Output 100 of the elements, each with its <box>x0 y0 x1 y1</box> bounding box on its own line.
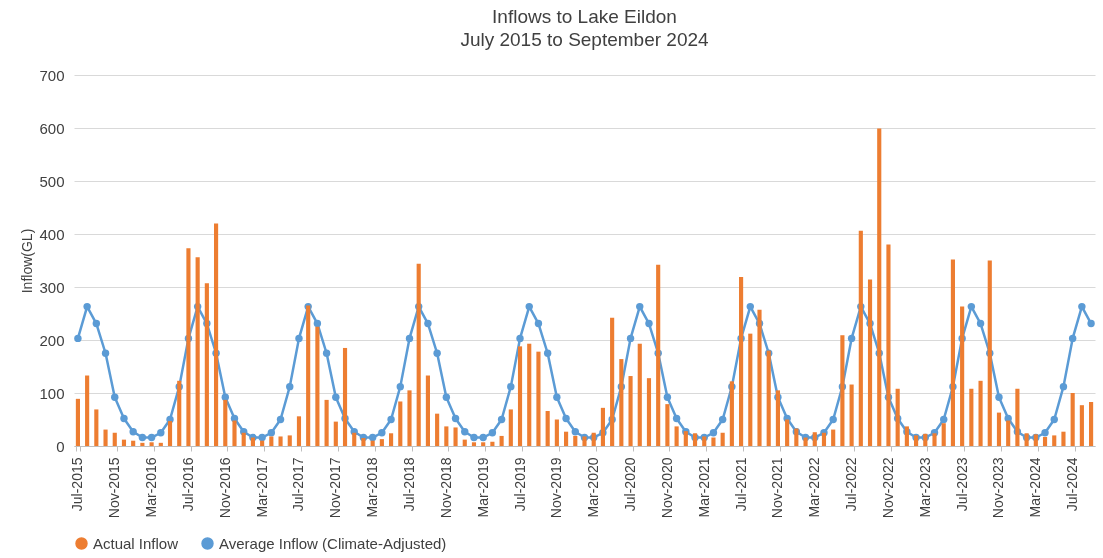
bar <box>407 390 412 446</box>
bar <box>158 442 163 446</box>
bar <box>877 128 882 446</box>
bar <box>508 409 513 446</box>
y-tick-label: 500 <box>39 172 65 190</box>
bar <box>831 429 836 446</box>
x-tick-label: Nov-2023 <box>990 457 1007 519</box>
x-tick-label: Mar-2019 <box>474 457 491 518</box>
x-tick-label: Nov-2015 <box>106 457 123 519</box>
bar <box>849 384 854 446</box>
bar <box>287 435 292 446</box>
bar <box>950 259 955 446</box>
x-tick-label: Nov-2016 <box>216 457 233 519</box>
bar <box>214 223 219 446</box>
bar <box>112 432 117 446</box>
x-tick-label: Nov-2022 <box>879 457 896 519</box>
bar <box>1024 433 1029 446</box>
y-tick-label: 100 <box>39 384 65 402</box>
bar <box>121 439 127 446</box>
bar <box>324 399 329 446</box>
bar <box>398 401 403 446</box>
bar <box>517 346 523 446</box>
bar <box>987 260 992 446</box>
bar <box>619 359 624 446</box>
bar <box>453 427 458 446</box>
x-tick-label: Jul-2018 <box>401 457 417 512</box>
bar <box>177 380 182 446</box>
bar <box>389 433 394 446</box>
chart-subtitle: July 2015 to September 2024 <box>460 29 710 50</box>
bar <box>960 306 965 446</box>
bar <box>656 264 661 446</box>
bar <box>278 436 283 446</box>
x-tick-label: Mar-2020 <box>585 457 602 518</box>
bar <box>306 305 311 446</box>
bar <box>969 388 974 446</box>
x-tick-label: Jul-2016 <box>179 457 196 512</box>
bar <box>554 419 559 446</box>
bar <box>1079 405 1084 446</box>
x-tick-label: Jul-2020 <box>622 457 639 512</box>
bar <box>867 279 873 446</box>
x-tick-label: Jul-2024 <box>1064 457 1081 512</box>
x-tick-label: Jul-2022 <box>843 457 860 512</box>
x-tick-label: Mar-2024 <box>1027 457 1044 518</box>
bar <box>186 248 191 446</box>
chart-title: Inflows to Lake Eildon <box>492 6 677 27</box>
y-tick-label: 200 <box>39 331 65 349</box>
x-tick-label: Nov-2020 <box>658 457 675 519</box>
bar <box>978 380 983 446</box>
bar <box>103 429 108 446</box>
bar <box>794 428 799 446</box>
bar <box>646 378 652 446</box>
x-tick-label: Mar-2021 <box>695 457 712 518</box>
y-tick-label: 400 <box>39 225 65 243</box>
x-tick-label: Jul-2017 <box>290 457 307 512</box>
x-tick-label: Mar-2022 <box>806 457 823 518</box>
bar <box>840 335 845 446</box>
bar <box>94 409 99 446</box>
bar <box>600 407 605 446</box>
x-tick-label: Jul-2019 <box>511 457 528 512</box>
bar <box>628 376 633 446</box>
x-tick-label: Jul-2021 <box>732 457 749 512</box>
bar <box>729 381 734 446</box>
bar <box>766 350 771 446</box>
bar <box>85 375 90 446</box>
bar <box>195 257 200 446</box>
x-tick-label: Jul-2015 <box>69 457 86 512</box>
bar <box>610 317 615 446</box>
bar <box>923 433 928 446</box>
bar <box>444 426 449 446</box>
y-tick-label: 0 <box>56 437 65 455</box>
bar <box>333 421 338 446</box>
bar <box>886 244 891 446</box>
x-tick-label: Mar-2018 <box>364 457 381 518</box>
bar <box>895 388 900 446</box>
bar <box>425 375 430 446</box>
x-tick-label: Mar-2023 <box>916 457 933 518</box>
bar <box>1089 402 1094 446</box>
bar <box>757 309 762 446</box>
bar <box>131 440 136 446</box>
bar <box>858 230 863 446</box>
bar <box>1061 431 1066 446</box>
bar <box>536 351 541 446</box>
bar <box>416 263 421 446</box>
bar <box>499 435 504 446</box>
x-tick-label: Nov-2021 <box>769 457 786 519</box>
bar <box>748 333 753 446</box>
x-tick-label: Nov-2017 <box>327 457 344 519</box>
bar <box>637 343 642 446</box>
bar <box>545 411 550 446</box>
bar <box>435 413 440 446</box>
bar <box>1052 435 1057 446</box>
bar <box>564 431 569 446</box>
bar <box>527 343 532 446</box>
x-tick-label: Jul-2023 <box>953 457 970 512</box>
bar <box>591 432 596 446</box>
bar <box>1070 393 1075 446</box>
legend-label: Average Inflow (Climate-Adjusted) <box>219 534 447 552</box>
bar <box>75 398 80 446</box>
bar <box>904 426 909 446</box>
bar <box>996 412 1002 446</box>
